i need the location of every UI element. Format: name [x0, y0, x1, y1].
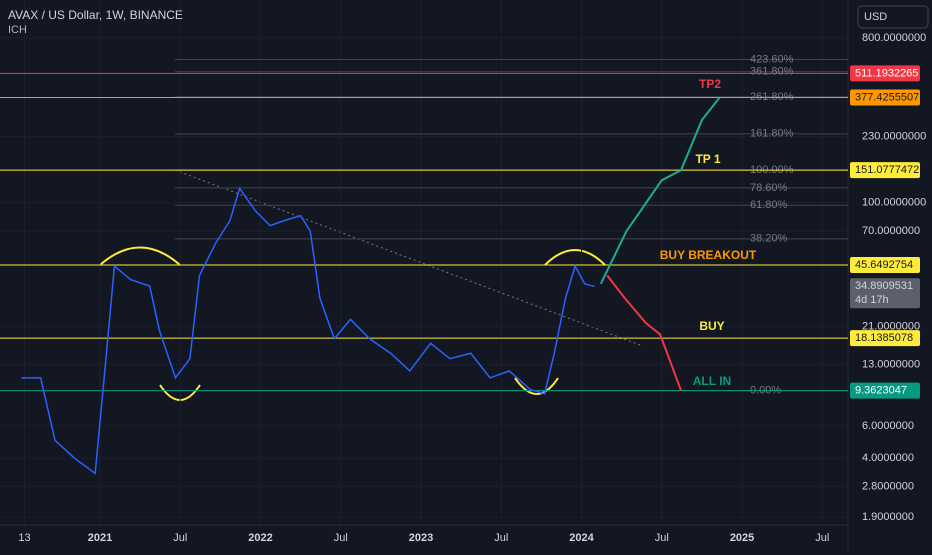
x-tick-label: Jul: [655, 532, 669, 544]
fib-label: 361.80%: [750, 66, 794, 78]
fib-label: 161.80%: [750, 128, 794, 140]
annotation: BUY BREAKOUT: [660, 248, 757, 262]
arc: [514, 377, 559, 395]
x-tick-label: Jul: [173, 532, 187, 544]
fib-label: 78.60%: [750, 182, 788, 194]
annotation: BUY: [699, 319, 724, 333]
arc: [99, 246, 181, 266]
fib-label: 38.20%: [750, 233, 788, 245]
x-tick-label: 2023: [409, 532, 433, 544]
x-tick-label: 2021: [88, 532, 112, 544]
price-label: 45.6492754: [855, 259, 913, 271]
x-tick-label: 13: [18, 532, 30, 544]
y-tick-label: 21.0000000: [862, 320, 920, 332]
y-tick-label: 800.0000000: [862, 32, 926, 44]
annotation: TP2: [699, 77, 721, 91]
price-line: [21, 186, 595, 475]
last-price: 34.8909531: [855, 280, 913, 292]
fib-label: 61.80%: [750, 199, 788, 211]
price-box: [850, 256, 920, 273]
symbol-title: AVAX / US Dollar, 1W, BINANCE: [8, 8, 183, 22]
y-tick-label: 1.9000000: [862, 511, 914, 523]
y-tick-label: 70.0000000: [862, 225, 920, 237]
y-tick-label: 100.0000000: [862, 197, 926, 209]
price-box: [850, 162, 920, 179]
indicator: ICH: [8, 24, 27, 36]
price-line: [599, 96, 721, 285]
y-tick-label: 2.8000000: [862, 480, 914, 492]
price-line: [606, 274, 683, 391]
price-label: 377.4255507: [855, 91, 919, 103]
arc: [544, 249, 606, 266]
price-box: [850, 89, 920, 106]
fib-label: 261.80%: [750, 91, 794, 103]
x-tick-label: Jul: [494, 532, 508, 544]
price-box: [850, 382, 920, 399]
y-tick-label: 13.0000000: [862, 359, 920, 371]
x-tick-label: 2025: [730, 532, 754, 544]
countdown: 4d 17h: [855, 294, 889, 306]
currency-button[interactable]: [857, 5, 929, 29]
price-box: [850, 330, 920, 347]
x-tick-label: Jul: [334, 532, 348, 544]
y-tick-label: 6.0000000: [862, 420, 914, 432]
price-label: 511.1932265: [855, 67, 918, 79]
x-tick-label: Jul: [815, 532, 829, 544]
last-price-box: [850, 278, 920, 309]
currency[interactable]: USD: [864, 11, 887, 23]
x-tick-label: 2022: [248, 532, 272, 544]
y-tick-label: 4.0000000: [862, 452, 914, 464]
annotation: TP 1: [695, 152, 720, 166]
fib-label: 423.60%: [750, 53, 794, 65]
price-box: [850, 65, 920, 82]
price-label: 9.3623047: [855, 385, 907, 397]
y-tick-label: 230.0000000: [862, 131, 926, 143]
price-label: 18.1385078: [855, 332, 913, 344]
x-tick-label: 2024: [569, 532, 594, 544]
price-label: 151.0777472: [855, 164, 919, 176]
annotation: ALL IN: [693, 374, 731, 388]
